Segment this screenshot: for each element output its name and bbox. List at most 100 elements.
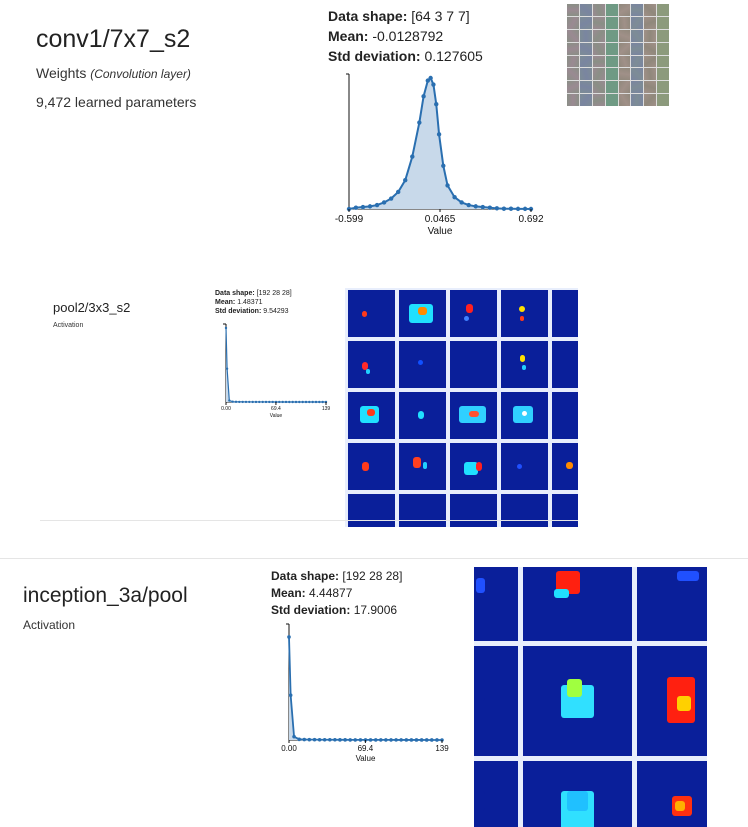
activation-tile bbox=[552, 290, 578, 337]
filter-tile bbox=[567, 29, 579, 42]
histogram-line bbox=[288, 636, 443, 741]
param-count: 9,472 learned parameters bbox=[36, 94, 197, 110]
filter-tile bbox=[618, 55, 631, 68]
filter-tile bbox=[644, 55, 657, 68]
filter-tile bbox=[631, 81, 644, 94]
data-std: Std deviation: 17.9006 bbox=[271, 602, 402, 619]
activation-blob bbox=[555, 570, 580, 595]
activation-blob bbox=[518, 306, 526, 313]
data-point bbox=[284, 400, 288, 404]
activation-tile bbox=[552, 392, 578, 439]
data-shape-label: Data shape: bbox=[328, 8, 408, 24]
data-point bbox=[271, 400, 274, 404]
activation-blob bbox=[362, 311, 367, 317]
data-stats: Data shape: [192 28 28] Mean: 4.44877 St… bbox=[271, 568, 402, 619]
data-point bbox=[480, 204, 485, 210]
activation-tile bbox=[399, 290, 446, 337]
filter-tile bbox=[567, 81, 579, 94]
filter-tile bbox=[579, 42, 592, 55]
data-point bbox=[399, 738, 403, 742]
data-point bbox=[522, 206, 528, 212]
filter-tile bbox=[631, 94, 644, 106]
data-point bbox=[379, 738, 383, 742]
data-point bbox=[225, 367, 229, 370]
filter-tile bbox=[644, 42, 657, 55]
data-point bbox=[321, 400, 324, 404]
filter-tile bbox=[567, 4, 579, 16]
activation-tile bbox=[501, 443, 548, 490]
data-shape-label: Data shape: bbox=[215, 290, 255, 297]
filter-tile bbox=[592, 4, 605, 16]
filter-tile bbox=[644, 94, 657, 106]
filter-tile bbox=[567, 42, 579, 55]
filter-tile bbox=[618, 42, 631, 55]
activation-blob bbox=[566, 679, 582, 697]
layer-type: Weights (Convolution layer) bbox=[36, 65, 191, 81]
filter-tile bbox=[618, 4, 631, 16]
activation-tile bbox=[552, 341, 578, 388]
filter-tile bbox=[592, 81, 605, 94]
activation-tile bbox=[399, 443, 446, 490]
filter-tile bbox=[631, 42, 644, 55]
filter-tile bbox=[579, 55, 592, 68]
data-stats: Data shape: [64 3 7 7] Mean: -0.0128792 … bbox=[328, 6, 483, 66]
activation-blob bbox=[566, 791, 589, 811]
activation-tile bbox=[523, 646, 632, 756]
data-point bbox=[473, 204, 478, 209]
activation-blob bbox=[476, 578, 485, 593]
activation-tile bbox=[348, 443, 395, 490]
data-std-label: Std deviation: bbox=[215, 308, 262, 315]
activation-tile bbox=[501, 341, 548, 388]
data-stats: Data shape: [192 28 28] Mean: 1.48371 St… bbox=[215, 289, 292, 316]
filter-tile bbox=[605, 81, 618, 94]
data-point bbox=[367, 204, 373, 209]
activation-blob bbox=[417, 359, 424, 366]
data-point bbox=[297, 737, 302, 742]
data-point bbox=[373, 738, 378, 742]
filter-tile bbox=[657, 4, 669, 16]
data-point bbox=[466, 202, 471, 208]
data-point bbox=[333, 737, 337, 742]
layer-section-inception-3a-pool: inception_3a/pool Activation Data shape:… bbox=[0, 560, 748, 827]
data-point bbox=[338, 738, 342, 742]
layer-type-label: Activation bbox=[53, 322, 84, 329]
filter-tile bbox=[618, 16, 631, 29]
data-point bbox=[358, 738, 363, 742]
filter-tile bbox=[631, 16, 644, 29]
data-point bbox=[419, 738, 424, 742]
activation-blob bbox=[476, 791, 485, 811]
activation-tile bbox=[501, 494, 548, 527]
activation-tile bbox=[637, 567, 707, 641]
data-point bbox=[363, 738, 368, 742]
filter-tile bbox=[657, 55, 669, 68]
activation-blob bbox=[464, 315, 469, 321]
data-mean: Mean: 4.44877 bbox=[271, 585, 402, 602]
filter-tile bbox=[592, 55, 605, 68]
data-point bbox=[288, 400, 291, 404]
data-std-value: 17.9006 bbox=[353, 603, 398, 617]
activation-tile bbox=[450, 494, 497, 527]
activation-tile bbox=[474, 646, 518, 756]
data-point bbox=[228, 399, 231, 402]
section-divider bbox=[0, 558, 748, 559]
data-mean-value: 1.48371 bbox=[237, 299, 263, 306]
x-axis-label: Value bbox=[356, 754, 376, 763]
filter-tile bbox=[657, 42, 669, 55]
data-point bbox=[312, 737, 317, 742]
data-point bbox=[348, 738, 352, 742]
filter-tile bbox=[579, 94, 592, 106]
x-tick-label: 139 bbox=[322, 406, 331, 412]
data-point bbox=[414, 738, 419, 742]
data-shape-value: [64 3 7 7] bbox=[411, 8, 470, 24]
activation-blob bbox=[362, 362, 368, 370]
filter-tile bbox=[567, 68, 579, 81]
data-point bbox=[494, 206, 500, 211]
filter-tile bbox=[567, 16, 579, 29]
data-point bbox=[508, 206, 514, 211]
activation-tile bbox=[474, 761, 518, 827]
data-point bbox=[428, 75, 433, 81]
data-point bbox=[281, 400, 284, 404]
section-divider bbox=[40, 520, 578, 521]
filter-tile bbox=[592, 29, 605, 42]
data-point bbox=[429, 738, 434, 742]
